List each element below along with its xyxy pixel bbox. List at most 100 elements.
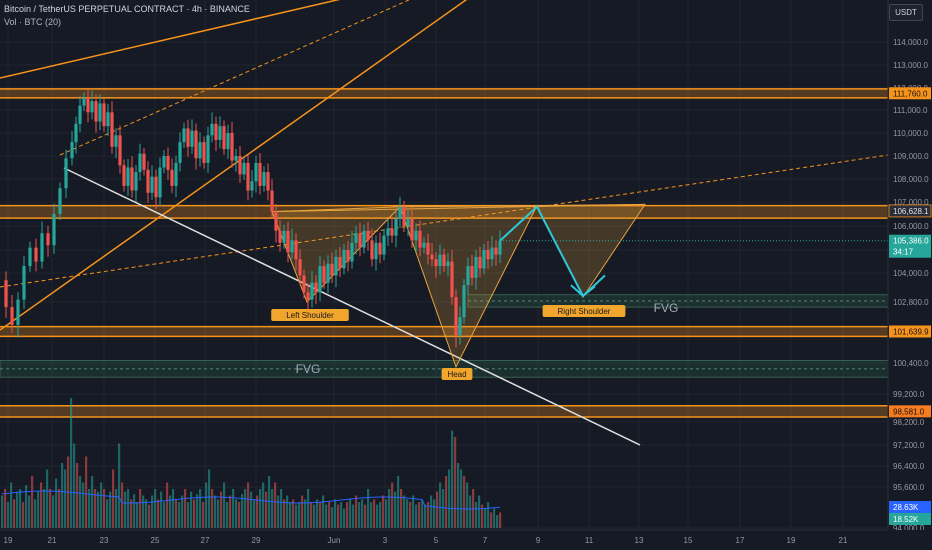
volume-bar-86	[259, 489, 262, 528]
volume-bar-60	[181, 495, 184, 528]
volume-bar-129	[388, 489, 391, 528]
volume-bar-117	[352, 504, 355, 528]
zone-support-low	[0, 405, 888, 417]
volume-bar-140	[421, 499, 424, 528]
volume-bar-14	[43, 489, 46, 528]
candle-body-23	[114, 135, 118, 147]
volume-bar-143	[430, 495, 433, 528]
volume-bar-35	[106, 499, 109, 528]
candle-body-82	[350, 242, 354, 262]
y-tick-3: 111,000.0	[893, 106, 928, 115]
volume-bar-146	[439, 482, 442, 528]
volume-bar-130	[391, 482, 394, 528]
candle-body-105	[442, 254, 446, 267]
y-tick-10: 104,000.0	[893, 269, 929, 278]
volume-bar-162	[487, 502, 490, 528]
price-label-bg-4	[889, 325, 931, 338]
candle-body-97	[410, 218, 414, 241]
volume-bar-78	[235, 499, 238, 528]
candle-body-59	[258, 162, 262, 186]
candle-body-35	[162, 156, 166, 168]
volume-bar-24	[73, 443, 76, 528]
candle-body-37	[170, 169, 174, 186]
candle-body-108	[454, 297, 458, 336]
candle-body-32	[150, 176, 154, 193]
volume-indicator-label: Vol · BTC (20)	[4, 17, 62, 27]
volume-bar-16	[49, 489, 52, 528]
candle-body-10	[58, 188, 62, 214]
volume-bar-15	[46, 469, 49, 528]
volume-bar-107	[322, 495, 325, 528]
x-tick-11: 11	[585, 536, 594, 545]
y-tick-16: 96,400.0	[893, 462, 925, 471]
volume-bar-110	[331, 507, 334, 528]
candle-body-46	[206, 135, 210, 163]
volume-bars	[1, 398, 502, 528]
candle-body-52	[230, 133, 234, 161]
volume-bar-147	[442, 489, 445, 528]
candle-body-64	[278, 230, 282, 243]
volume-bar-51	[154, 489, 157, 528]
volume-bar-163	[490, 512, 493, 528]
candle-body-112	[470, 266, 474, 278]
candle-body-116	[486, 250, 490, 260]
candle-body-115	[482, 250, 486, 269]
volume-bar-141	[424, 504, 427, 528]
candle-body-8	[46, 233, 50, 246]
volume-bar-116	[349, 499, 352, 528]
volume-bar-164	[493, 508, 496, 528]
candle-body-42	[190, 130, 194, 147]
candle-body-76	[326, 263, 330, 283]
candle-body-18	[94, 101, 98, 122]
volume-bar-137	[412, 495, 415, 528]
currency-selector[interactable]: USDT	[889, 4, 923, 21]
candle-body-4	[22, 266, 26, 300]
volume-bar-152	[457, 463, 460, 528]
volume-bar-69	[208, 469, 211, 528]
volume-bar-100	[301, 495, 304, 528]
candle-body-80	[342, 250, 346, 269]
candle-body-17	[90, 101, 94, 113]
volume-bar-72	[217, 499, 220, 528]
y-axis: 114,000.0113,000.0112,000.0111,000.0110,…	[887, 0, 932, 550]
volume-bar-64	[193, 499, 196, 528]
x-tick-7: 3	[383, 536, 388, 545]
volume-bar-145	[436, 491, 439, 528]
candle-body-79	[338, 256, 342, 269]
volume-bar-2	[7, 502, 10, 528]
candle-body-117	[490, 247, 494, 260]
volume-bar-42	[127, 489, 130, 528]
projection-path	[499, 205, 606, 298]
y-tick-13: 99,200.0	[893, 390, 925, 399]
volume-bar-131	[394, 491, 397, 528]
volume-bar-46	[139, 489, 142, 528]
volume-bar-142	[427, 502, 430, 528]
candle-body-45	[202, 142, 206, 163]
volume-bar-27	[82, 482, 85, 528]
candle-body-106	[446, 261, 450, 267]
volume-bar-44	[133, 494, 136, 528]
volume-bar-139	[418, 502, 421, 528]
volume-bar-1	[4, 489, 7, 528]
candle-body-56	[246, 162, 250, 191]
volume-bar-8	[25, 485, 28, 528]
price-label-bg-2	[889, 234, 931, 247]
price-label-0: 111,760.0	[893, 89, 928, 98]
candle-body-65	[282, 230, 286, 243]
candlesticks	[4, 89, 888, 348]
volume-bar-149	[448, 469, 451, 528]
candle-body-58	[254, 162, 258, 182]
candle-body-49	[218, 126, 222, 140]
volume-bar-41	[124, 491, 127, 528]
annotation-bg-1	[441, 368, 473, 380]
fvg-label-3: FVG	[296, 362, 321, 376]
price-label-3: 34:17	[893, 248, 914, 257]
x-tick-6: Jun	[328, 536, 341, 545]
candle-body-30	[142, 153, 146, 170]
candle-body-87	[370, 240, 374, 260]
volume-bar-135	[406, 499, 409, 528]
volume-bar-138	[415, 504, 418, 528]
price-label-bg-5	[889, 405, 931, 418]
volume-bar-166	[499, 512, 502, 528]
